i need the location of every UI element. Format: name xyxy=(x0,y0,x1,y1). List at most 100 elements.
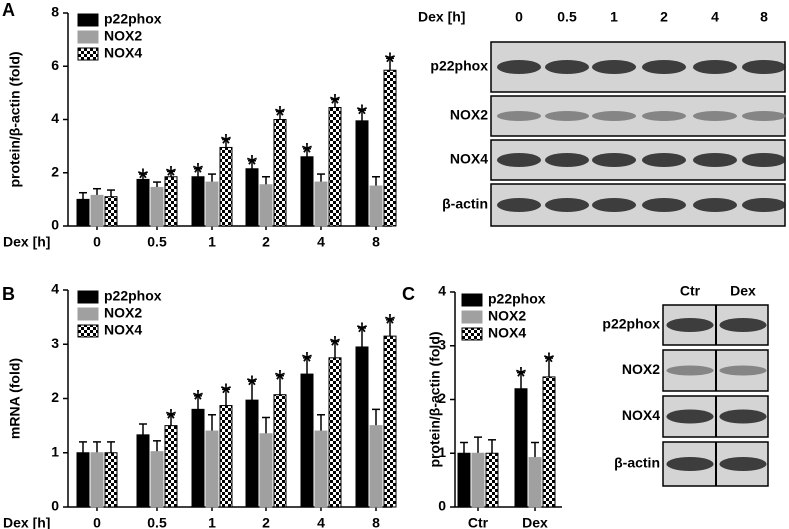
blot-band xyxy=(496,198,542,212)
significance-mark: * xyxy=(166,403,177,434)
bar xyxy=(300,156,314,227)
row-label: NOX2 xyxy=(450,107,488,123)
blot-band xyxy=(591,60,637,74)
blot-band xyxy=(544,198,590,212)
y-tick-label: 0 xyxy=(438,498,446,514)
y-axis-label: mRNA (fold) xyxy=(7,358,23,439)
panel-letter: C xyxy=(402,284,415,304)
lane-label: Ctr xyxy=(680,283,701,299)
bar xyxy=(219,405,233,508)
legend-swatch xyxy=(77,13,99,27)
legend-swatch xyxy=(77,30,99,44)
bar xyxy=(76,452,90,508)
bar xyxy=(164,176,178,227)
x-tick-label: 1 xyxy=(208,234,216,250)
lane-label: 8 xyxy=(760,9,768,25)
x-tick-label: 0.5 xyxy=(147,515,167,529)
bar xyxy=(76,198,90,227)
bar xyxy=(273,394,287,508)
blot-band xyxy=(496,153,542,167)
bar xyxy=(355,120,369,227)
row-label: NOX4 xyxy=(450,151,488,167)
significance-mark: * xyxy=(330,330,341,361)
blot-band xyxy=(544,111,590,121)
significance-mark: * xyxy=(275,364,286,395)
y-tick-label: 6 xyxy=(51,57,59,73)
x-tick-label: 0.5 xyxy=(147,234,167,250)
bar xyxy=(191,408,205,508)
y-tick-label: 0 xyxy=(51,498,59,514)
x-tick-label: 0 xyxy=(93,234,101,250)
bar xyxy=(164,425,178,508)
bar xyxy=(314,430,328,508)
significance-mark: * xyxy=(357,99,368,130)
blot-band xyxy=(692,60,738,74)
bar xyxy=(219,146,233,227)
blot-band xyxy=(591,198,637,212)
blot-band xyxy=(544,153,590,167)
significance-mark: * xyxy=(247,149,258,180)
panel-letter: A xyxy=(2,0,15,20)
significance-mark: * xyxy=(544,347,555,378)
legend-label: NOX4 xyxy=(104,322,142,338)
lane-label: 2 xyxy=(660,9,668,25)
bar xyxy=(528,457,542,508)
legend-swatch xyxy=(77,47,99,61)
significance-mark: * xyxy=(247,370,258,401)
bar xyxy=(328,107,342,227)
legend-swatch xyxy=(461,293,483,307)
significance-mark: * xyxy=(193,157,204,188)
y-tick-label: 3 xyxy=(438,336,446,352)
significance-mark: * xyxy=(330,88,341,119)
y-tick-label: 3 xyxy=(51,335,59,351)
bar xyxy=(104,196,118,227)
bar xyxy=(259,433,273,508)
bar xyxy=(383,69,397,227)
y-tick-label: 1 xyxy=(438,444,446,460)
bar xyxy=(457,452,471,508)
bar xyxy=(369,185,383,227)
blot-band xyxy=(692,198,738,212)
significance-mark: * xyxy=(516,361,527,392)
legend-label: NOX2 xyxy=(104,305,142,321)
significance-mark: * xyxy=(302,137,313,168)
blot-band xyxy=(641,60,687,74)
x-tick-label: 8 xyxy=(372,234,380,250)
row-label: p22phox xyxy=(602,316,660,332)
bar xyxy=(471,452,485,508)
x-tick-label: Dex xyxy=(522,515,548,529)
bar xyxy=(150,186,164,227)
blot-band xyxy=(666,318,714,332)
bar xyxy=(205,181,219,227)
lane-label: 1 xyxy=(610,9,618,25)
blot-band xyxy=(692,111,738,121)
blot-band xyxy=(741,198,787,212)
bar xyxy=(485,452,499,508)
y-tick-label: 2 xyxy=(438,390,446,406)
x-tick-label: 0 xyxy=(93,515,101,529)
bar xyxy=(245,399,259,508)
significance-mark: * xyxy=(385,47,396,78)
blot-band xyxy=(666,365,714,376)
blot-band xyxy=(591,153,637,167)
blot-band xyxy=(641,153,687,167)
legend-swatch xyxy=(77,307,99,321)
legend-swatch xyxy=(77,290,99,304)
significance-mark: * xyxy=(221,378,232,409)
x-tick-label: Ctr xyxy=(468,515,489,529)
blot-band xyxy=(741,111,787,121)
blot-band xyxy=(496,111,542,121)
y-axis-label: protein/β-actin (fold) xyxy=(7,51,23,187)
blot-band xyxy=(641,198,687,212)
blot-band xyxy=(544,60,590,74)
legend-label: p22phox xyxy=(104,288,162,304)
y-tick-label: 0 xyxy=(51,217,59,233)
bar xyxy=(205,430,219,508)
bar xyxy=(369,425,383,508)
bar xyxy=(90,194,104,227)
y-axis-label: protein/β-actin (fold) xyxy=(427,331,443,467)
blot-band xyxy=(719,457,767,471)
y-tick-label: 4 xyxy=(51,281,59,297)
bar xyxy=(136,178,150,227)
